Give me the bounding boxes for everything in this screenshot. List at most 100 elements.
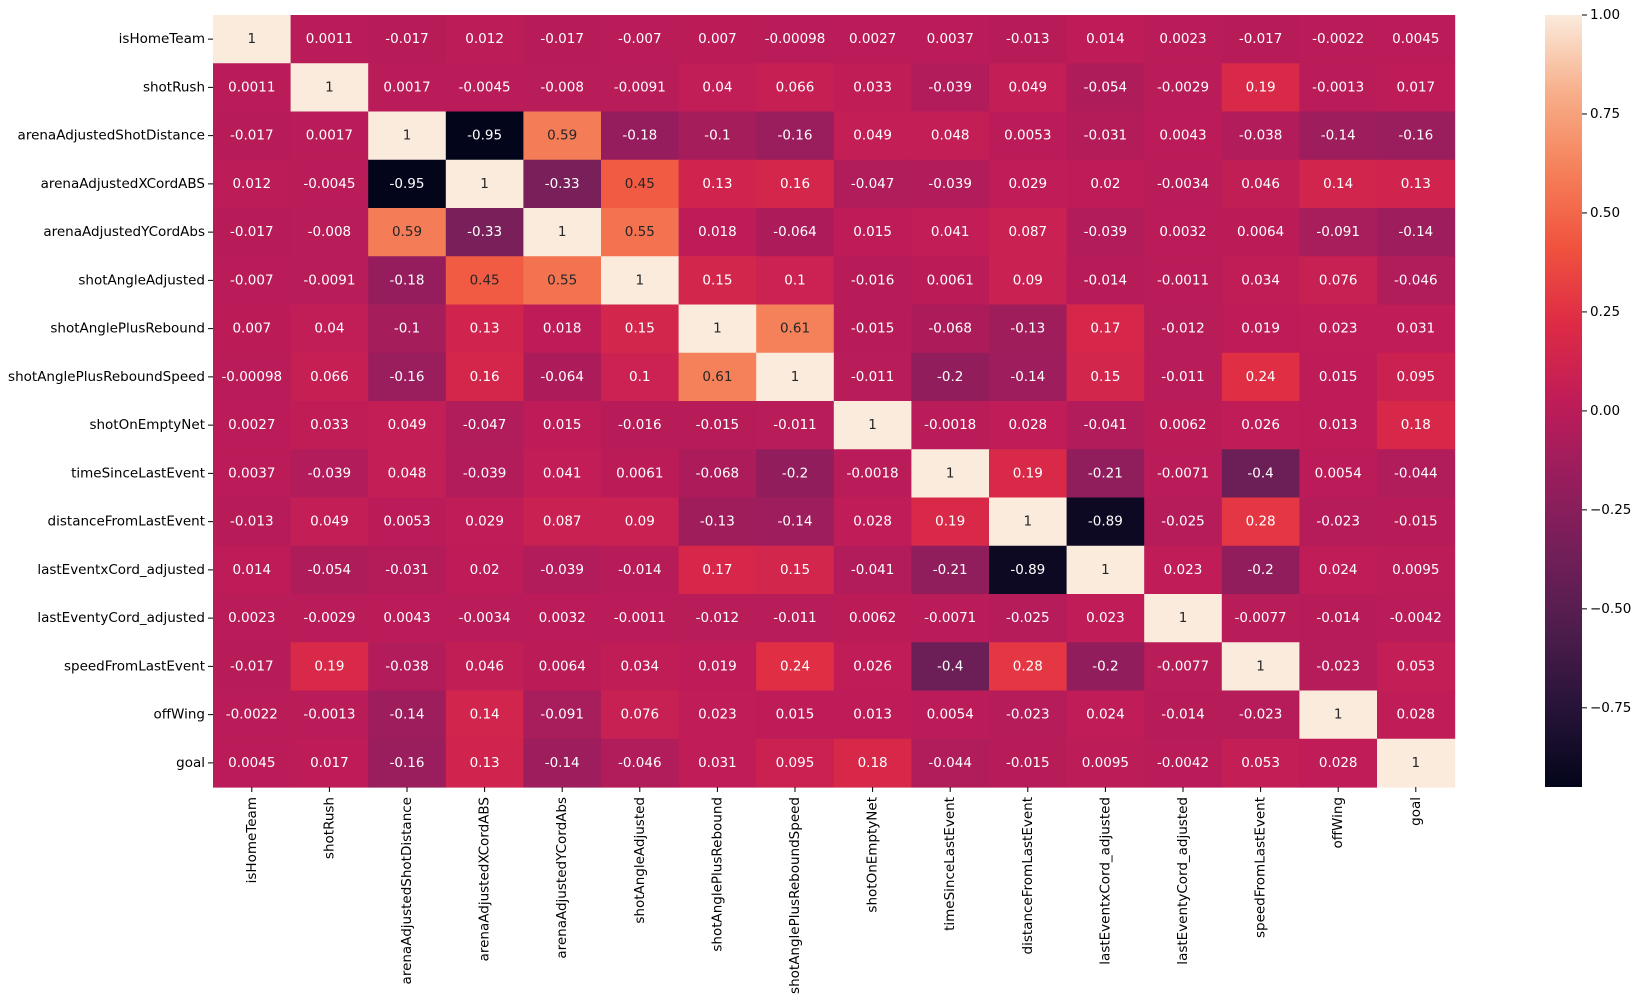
colorbar-tick-label: 1.00 xyxy=(1590,7,1620,23)
heatmap-cell xyxy=(1221,738,1300,788)
heatmap-cell-label: -0.13 xyxy=(700,514,735,530)
heatmap-cell-label: 0.19 xyxy=(935,514,965,530)
heatmap-cell-label: -0.18 xyxy=(622,128,657,144)
heatmap-cell xyxy=(1221,63,1300,113)
heatmap-cell xyxy=(213,401,292,450)
heatmap-cell-label: 0.0045 xyxy=(228,755,275,771)
heatmap-cell-label: -0.064 xyxy=(540,369,584,385)
heatmap-cell-label: 0.59 xyxy=(392,224,422,240)
heatmap-cell xyxy=(445,304,524,354)
heatmap-cell xyxy=(756,497,835,547)
heatmap-cell-label: 0.013 xyxy=(1319,417,1358,433)
heatmap-cell xyxy=(756,256,835,306)
heatmap-cell xyxy=(1144,15,1223,64)
heatmap-cell-label: 1 xyxy=(1412,755,1421,771)
y-tick-label: lastEventyCord_adjusted xyxy=(37,610,205,626)
heatmap-cell xyxy=(678,497,757,547)
heatmap-cell-label: 0.019 xyxy=(1241,321,1280,337)
heatmap-cell-label: -0.2 xyxy=(1092,658,1118,674)
heatmap-cell xyxy=(213,352,292,402)
heatmap-cell xyxy=(1066,111,1145,161)
heatmap-cell-label: 0.0062 xyxy=(849,610,896,626)
heatmap-cell-label: -0.0045 xyxy=(459,79,511,95)
heatmap-cell xyxy=(1066,208,1145,257)
heatmap-cell-label: -0.011 xyxy=(773,610,817,626)
colorbar-tick-label: −0.25 xyxy=(1590,502,1631,518)
heatmap-cell xyxy=(833,449,912,499)
heatmap-cell-label: -0.16 xyxy=(1398,128,1433,144)
heatmap-cell xyxy=(756,690,835,740)
y-tick-label: goal xyxy=(176,755,205,771)
y-tick-label: distanceFromLastEvent xyxy=(48,514,205,530)
heatmap-cell-label: 0.066 xyxy=(776,79,815,95)
heatmap-cell-label: 0.024 xyxy=(1319,562,1358,578)
heatmap-cell-label: 0.0011 xyxy=(228,79,275,95)
heatmap-cell-label: -0.041 xyxy=(1084,417,1128,433)
heatmap-cell xyxy=(833,63,912,113)
heatmap-cell-label: 0.053 xyxy=(1396,658,1435,674)
heatmap-cell xyxy=(989,545,1068,595)
heatmap-cell-label: 0.041 xyxy=(543,465,582,481)
heatmap-cell xyxy=(290,352,369,402)
heatmap-cell-label: 0.15 xyxy=(1090,369,1120,385)
heatmap-cell xyxy=(445,352,524,402)
heatmap-cell xyxy=(523,15,602,64)
heatmap-cell xyxy=(911,738,990,788)
heatmap-cell-label: 0.012 xyxy=(465,31,504,47)
heatmap-cell xyxy=(445,497,524,547)
x-tick-label: timeSinceLastEvent xyxy=(942,797,958,931)
heatmap-cell xyxy=(213,159,292,209)
heatmap-cell xyxy=(911,449,990,499)
heatmap-cell xyxy=(1144,690,1223,740)
heatmap-cell xyxy=(1144,159,1223,209)
heatmap-cell-label: -0.00098 xyxy=(221,369,282,385)
heatmap-cell xyxy=(833,401,912,450)
y-tick-label: shotAnglePlusReboundSpeed xyxy=(8,369,205,385)
heatmap-cell xyxy=(1299,256,1378,306)
heatmap-cell-label: 0.049 xyxy=(310,514,349,530)
heatmap-cell xyxy=(1299,208,1378,257)
heatmap-cell-label: 1 xyxy=(636,272,645,288)
heatmap-cell xyxy=(523,63,602,113)
heatmap-cell xyxy=(1299,63,1378,113)
heatmap-cell-label: 0.02 xyxy=(1090,176,1120,192)
heatmap-cell xyxy=(989,449,1068,499)
heatmap-cell xyxy=(523,111,602,161)
heatmap-cell xyxy=(445,690,524,740)
heatmap-cell xyxy=(290,642,369,692)
heatmap-cell-label: 0.034 xyxy=(620,658,659,674)
heatmap-cell-label: -0.0045 xyxy=(303,176,355,192)
heatmap-cell-label: 0.031 xyxy=(1396,321,1435,337)
heatmap-cell xyxy=(1221,208,1300,257)
heatmap-cell-label: 0.0054 xyxy=(927,707,974,723)
heatmap-cell xyxy=(1221,304,1300,354)
heatmap-cell-label: -0.039 xyxy=(928,79,972,95)
heatmap-cell xyxy=(833,352,912,402)
heatmap-cell-label: 0.048 xyxy=(931,128,970,144)
heatmap-cell xyxy=(989,256,1068,306)
heatmap-cell xyxy=(911,545,990,595)
heatmap-cell-label: 0.095 xyxy=(1396,369,1435,385)
heatmap-cell-label: 0.033 xyxy=(310,417,349,433)
heatmap-cell xyxy=(368,63,447,113)
x-tick-label: speedFromLastEvent xyxy=(1253,797,1269,938)
heatmap-cell xyxy=(1144,256,1223,306)
heatmap-cell xyxy=(1221,159,1300,209)
heatmap-cell xyxy=(1299,594,1378,643)
heatmap-cell-label: 0.087 xyxy=(543,514,582,530)
heatmap-cell-label: 0.0043 xyxy=(1159,128,1206,144)
heatmap-cell xyxy=(1066,449,1145,499)
heatmap-cell xyxy=(1377,594,1456,643)
heatmap-cell xyxy=(1377,159,1456,209)
heatmap-cell-label: 0.15 xyxy=(780,562,810,578)
heatmap-cell-label: -0.14 xyxy=(545,755,580,771)
heatmap-cell-label: -0.046 xyxy=(618,755,662,771)
heatmap-cell xyxy=(1221,352,1300,402)
heatmap-cell-label: 0.007 xyxy=(698,31,737,47)
heatmap-cell-label: -0.046 xyxy=(1394,272,1438,288)
heatmap-cell-label: 0.18 xyxy=(858,755,888,771)
heatmap-cell-label: 0.046 xyxy=(465,658,504,674)
heatmap-cell xyxy=(523,738,602,788)
heatmap-cell-label: 0.17 xyxy=(1090,321,1120,337)
heatmap-cell xyxy=(290,63,369,113)
